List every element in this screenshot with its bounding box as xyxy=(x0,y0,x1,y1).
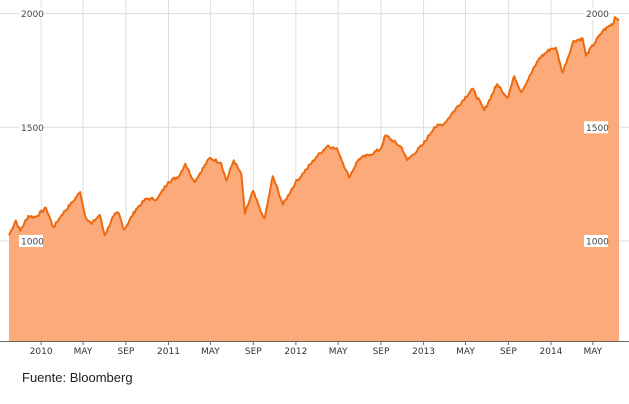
x-tick-label-2: SEP xyxy=(118,347,135,357)
series-area-fill xyxy=(9,17,619,341)
x-tick-label-10: MAY xyxy=(456,347,475,357)
y-tick-bg-right-1 xyxy=(584,121,608,134)
x-tick-label-1: MAY xyxy=(74,347,93,357)
y-tick-bg-right-2 xyxy=(584,7,608,20)
x-tick-label-4: MAY xyxy=(201,347,220,357)
y-tick-label-right-0: 1000 xyxy=(586,237,609,247)
x-tick-label-8: SEP xyxy=(373,347,390,357)
y-axis-ticks: 1000 1000 1500 1500 2000 2000 xyxy=(19,7,609,247)
y-tick-label-right-1: 1500 xyxy=(586,124,609,134)
y-tick-bg-left-1 xyxy=(19,121,43,134)
y-tick-label-right-2: 2000 xyxy=(586,10,609,20)
y-tick-label-left-1: 1500 xyxy=(21,124,44,134)
x-tick-label-9: 2013 xyxy=(412,347,435,357)
x-tick-label-6: 2012 xyxy=(284,347,307,357)
y-tick-bg-left-0 xyxy=(19,234,43,247)
y-tick-bg-right-0 xyxy=(584,234,608,247)
y-tick-bg-left-2 xyxy=(19,7,43,20)
y-tick-label-left-0: 1000 xyxy=(21,237,44,247)
x-axis-ticks: 2010 MAY SEP 2011 MAY SEP 2012 MAY SEP 2013 MAY SEP… xyxy=(30,341,603,357)
x-tick-label-13: MAY xyxy=(583,347,602,357)
x-tick-label-3: 2011 xyxy=(157,347,180,357)
x-tick-label-7: MAY xyxy=(329,347,348,357)
x-tick-label-5: SEP xyxy=(245,347,262,357)
source-note: Fuente: Bloomberg xyxy=(22,370,133,385)
series-line xyxy=(8,16,620,237)
y-tick-label-left-2: 2000 xyxy=(21,10,44,20)
x-tick-label-11: SEP xyxy=(500,347,517,357)
x-tick-label-0: 2010 xyxy=(30,347,53,357)
x-tick-label-12: 2014 xyxy=(540,347,563,357)
